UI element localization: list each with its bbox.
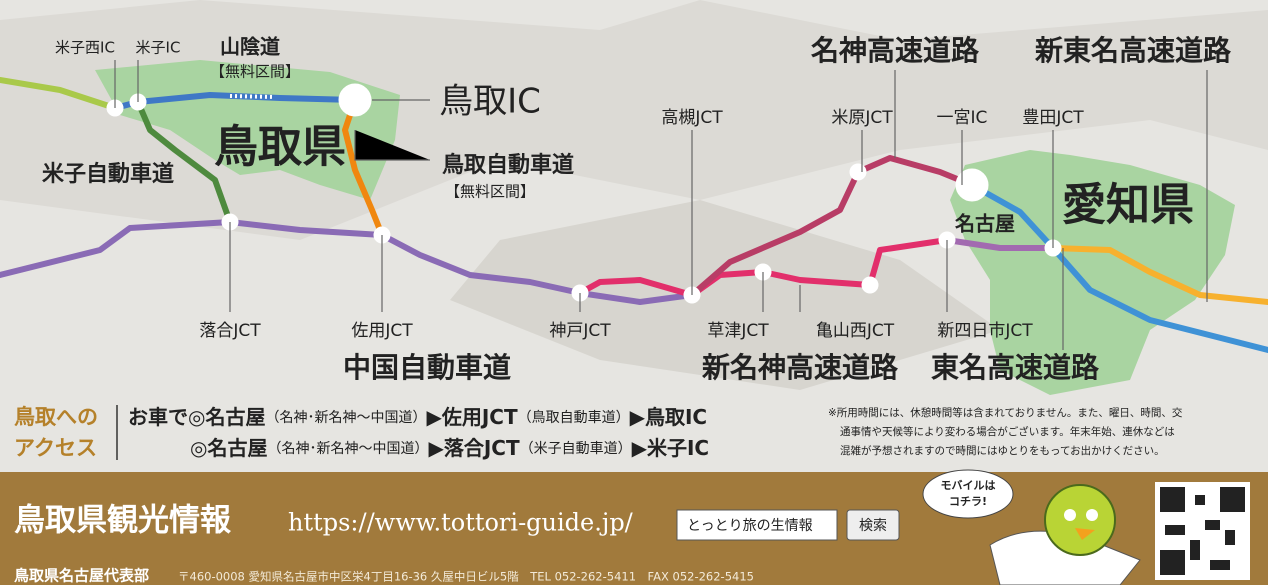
mascot-eye [1064, 509, 1076, 521]
map-label: 新四日市JCT [937, 321, 1033, 341]
map-label: 新東名高速道路 [1034, 34, 1232, 67]
mascot [1045, 485, 1115, 555]
map-label: 米子西IC [55, 39, 115, 57]
route-part: お車で◎名古屋 [128, 405, 265, 429]
node [850, 164, 866, 180]
note: 通事情や天候等により変わる場合がございます。年末年始、連休などは [840, 425, 1175, 438]
map-label: 米子自動車道 [42, 161, 174, 187]
map-label: 名神高速道路 [811, 34, 980, 67]
note: ※所用時間には、休憩時間等は含まれておりません。また、曜日、時間、交 [828, 406, 1183, 419]
speech-bubble [923, 470, 1013, 518]
map-label: 【無料区間】 [210, 63, 300, 81]
route-part: （名神･新名神〜中国道） [265, 410, 426, 426]
map-label: 草津JCT [707, 321, 769, 341]
route-part: （名神･新名神〜中国道） [267, 441, 428, 457]
footer-url[interactable]: https://www.tottori-guide.jp/ [288, 509, 634, 537]
access-heading: アクセス [14, 436, 97, 460]
route-part: ▶米子IC [632, 436, 710, 460]
search-button-text: 検索 [859, 517, 887, 534]
bubble-text: モバイルは [941, 479, 996, 492]
route-part: ▶落合JCT [428, 436, 520, 460]
bubble-text: コチラ! [949, 495, 987, 508]
footer: 鳥取県観光情報 https://www.tottori-guide.jp/ とっ… [0, 470, 1268, 585]
office-address: 〒460-0008 愛知県名古屋市中区栄4丁目16-36 久屋中日ビル5階 TE… [178, 570, 754, 584]
map-label: 一宮IC [937, 108, 988, 128]
map-label: 落合JCT [199, 321, 261, 341]
map-label: 米原JCT [831, 108, 893, 128]
route-part: （米子自動車道） [520, 440, 632, 457]
map-label: 鳥取県 [214, 122, 346, 173]
route-part: ▶鳥取IC [630, 405, 708, 429]
map-label: 名古屋 [955, 212, 1015, 236]
map-label: 亀山西JCT [816, 321, 895, 341]
map-label: 豊田JCT [1022, 108, 1084, 128]
mascot-name: トリピー [1012, 572, 1048, 583]
map-label: 神戸JCT [549, 321, 611, 341]
page: 米子西IC 米子IC 山陰道 【無料区間】 鳥取IC 鳥取県 米子自動車道 鳥取… [0, 0, 1268, 585]
map-label: 新名神高速道路 [701, 351, 899, 384]
footer-title: 鳥取県観光情報 [14, 503, 232, 539]
route-part: ◎名古屋 [190, 436, 267, 460]
map-label: 【無料区間】 [445, 183, 535, 201]
node [956, 169, 988, 201]
map-label: 鳥取IC [439, 82, 541, 122]
map-label: 鳥取自動車道 [442, 152, 574, 178]
map-label: 高槻JCT [661, 108, 723, 128]
node [339, 84, 371, 116]
note: 混雑が予想されますので時間にはゆとりをもってお出かけください。 [840, 444, 1165, 457]
map-label: 佐用JCT [351, 321, 413, 341]
office-name: 鳥取県名古屋代表部 [14, 567, 149, 585]
search-box-text: とっとり旅の生情報 [687, 518, 813, 534]
map-label: 東名高速道路 [931, 351, 1100, 384]
map-label: 山陰道 [220, 35, 280, 59]
mascot-eye [1086, 509, 1098, 521]
route-part: ▶佐用JCT [426, 405, 518, 429]
map-label: 中国自動車道 [343, 351, 511, 384]
node [862, 277, 878, 293]
map-label: 米子IC [136, 39, 181, 57]
route-part: （鳥取自動車道） [518, 409, 630, 426]
access-heading: 鳥取への [14, 405, 98, 429]
map-label: 愛知県 [1062, 180, 1194, 231]
